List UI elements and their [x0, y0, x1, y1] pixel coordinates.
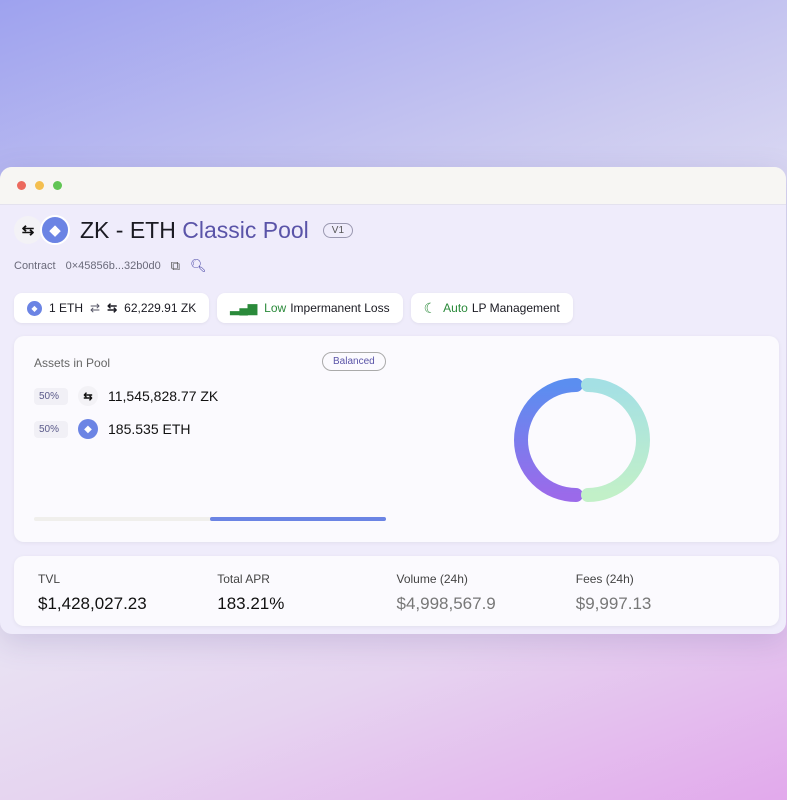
donut-chart — [514, 378, 650, 502]
stat-label: TVL — [38, 572, 61, 586]
zk-icon: ⇆ — [107, 301, 118, 315]
exchange-rate-pill[interactable]: ◆ 1 ETH ⇄ ⇆ 62,229.91 ZK — [14, 293, 210, 323]
donut-slice-zk — [514, 378, 583, 502]
balance-bar — [34, 517, 386, 521]
contract-row: Contract 0×45856b...32b0d0 ⧉ 🔍︎ — [14, 258, 207, 274]
stat-value: $1,428,027.23 — [38, 594, 147, 613]
app-window: ⇆ ◆ ZK - ETH Classic Pool V1 Contract 0×… — [0, 167, 786, 634]
zk-token-icon: ⇆ — [14, 216, 42, 244]
balance-bar-fill — [210, 517, 386, 521]
stat-total-apr: Total APR 183.21% — [217, 572, 396, 613]
stats-card: TVL $1,428,027.23 Total APR 183.21% Volume (… — [14, 556, 779, 626]
signal-bars-icon: ▂▄▆ — [230, 301, 258, 315]
moon-icon: ☾ — [423, 299, 437, 316]
assets-title: Assets in Pool — [34, 356, 111, 370]
asset-row-zk: 50% ⇆ 11,545,828.77 ZK — [34, 386, 218, 406]
page-title: ZK - ETH Classic Pool — [80, 216, 309, 243]
stat-label: Total APR — [217, 572, 270, 586]
version-badge: V1 — [322, 222, 354, 238]
stat-fees-h: Fees (24h) $9,997.13 — [575, 572, 755, 613]
maximize-button[interactable] — [53, 181, 62, 190]
stat-volume-h: Volume (24h) $4,998,567.9 — [396, 572, 576, 613]
balanced-badge: Balanced — [322, 352, 386, 371]
minimize-button[interactable] — [35, 181, 44, 190]
contract-label: Contract — [14, 260, 56, 272]
swap-arrows-icon: ⇄ — [90, 301, 101, 315]
close-button[interactable] — [17, 181, 26, 190]
donut-slice-eth — [581, 378, 650, 502]
stat-value: $9,997.13 — [575, 594, 652, 613]
zk-icon: ⇆ — [78, 386, 98, 406]
stat-value: $4,998,567.9 — [396, 594, 496, 613]
assets-card: Assets in Pool Balanced 50% ⇆ 11,545,828… — [14, 336, 779, 542]
title-bar — [0, 167, 786, 205]
pool-header: ⇆ ◆ ZK - ETH Classic Pool V1 — [14, 215, 354, 245]
contract-address: 0×45856b...32b0d0 — [65, 260, 161, 272]
explorer-search-icon[interactable]: 🔍︎ — [190, 258, 207, 273]
copy-icon[interactable]: ⧉ — [170, 258, 180, 273]
eth-icon: ◆ — [78, 419, 98, 439]
impermanent-loss-pill[interactable]: ▂▄▆ Low Impermanent Loss — [217, 293, 403, 323]
eth-token-icon: ◆ — [40, 215, 70, 245]
stat-label: Fees (24h) — [575, 572, 634, 586]
eth-icon: ◆ — [27, 300, 42, 316]
stat-label: Volume (24h) — [396, 572, 468, 586]
asset-row-eth: 50% ◆ 185.535 ETH — [34, 419, 191, 439]
lp-management-pill[interactable]: ☾ Auto LP Management — [410, 293, 573, 323]
stat-value: 183.21% — [217, 594, 285, 613]
stat-tvl: TVL $1,428,027.23 — [38, 572, 217, 613]
